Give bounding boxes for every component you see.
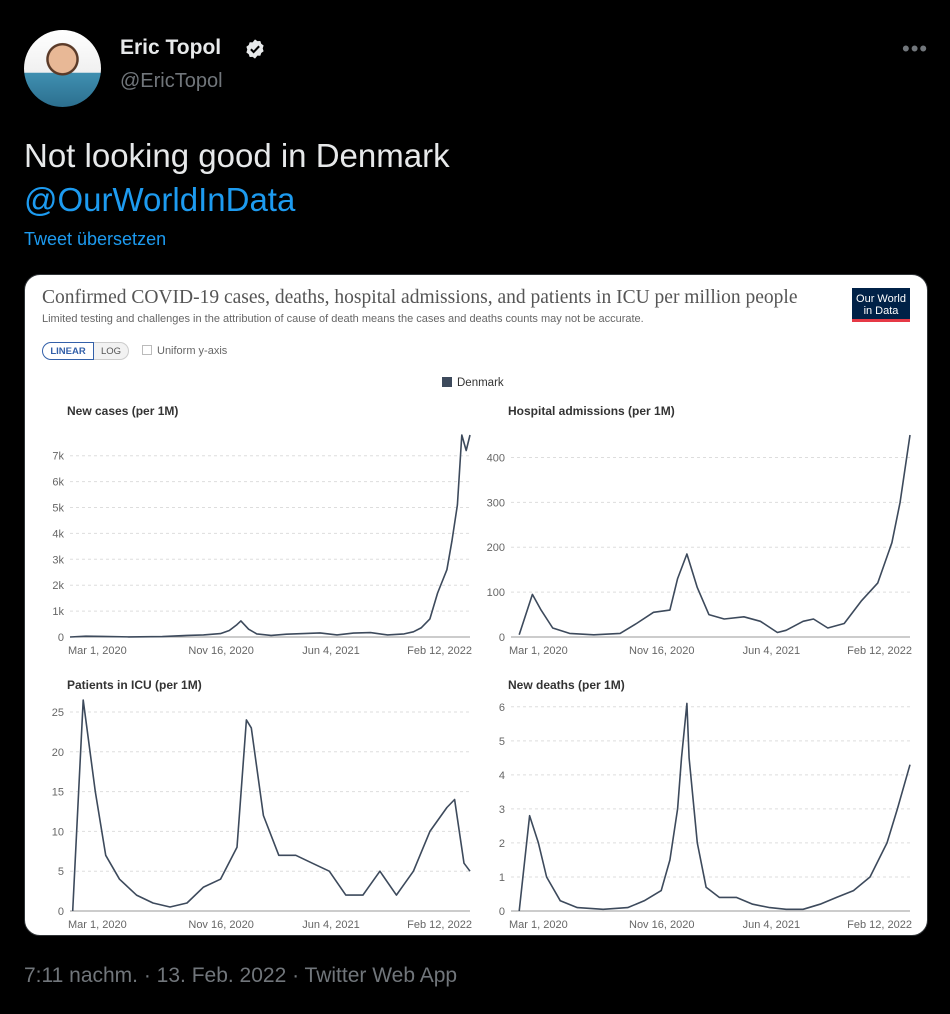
y-tick-label: 25 — [52, 707, 64, 719]
tweet-body: Not looking good in Denmark — [24, 137, 450, 174]
x-tick-label: Jun 4, 2021 — [743, 919, 801, 931]
y-tick-label: 100 — [487, 587, 505, 599]
charts-svg: New cases (per 1M) 0 1k 2k 3k 4k 5k 6k 7k Mar 1, … — [52, 404, 912, 931]
y-tick-label: 400 — [487, 452, 505, 464]
y-tick-label: 300 — [487, 497, 505, 509]
uniform-y-axis-checkbox[interactable]: Uniform y-axis — [142, 345, 227, 357]
y-tick-label: 1k — [52, 606, 64, 618]
y-tick-label: 4k — [52, 528, 64, 540]
y-tick-label: 2k — [52, 580, 64, 592]
y-tick-label: 0 — [499, 632, 505, 644]
checkbox-icon — [142, 345, 152, 355]
chart-title: New cases (per 1M) — [67, 404, 178, 418]
chart-card-subtitle: Limited testing and challenges in the at… — [42, 313, 644, 325]
y-tick-label: 20 — [52, 747, 64, 759]
x-tick-label: Nov 16, 2020 — [188, 919, 253, 931]
mention-link[interactable]: @OurWorldInData — [24, 181, 296, 218]
author-name[interactable]: Eric Topol — [120, 36, 222, 59]
x-tick-label: Feb 12, 2022 — [407, 645, 472, 657]
x-tick-label: Jun 4, 2021 — [743, 645, 801, 657]
y-tick-label: 0 — [58, 906, 64, 918]
x-tick-label: Nov 16, 2020 — [188, 645, 253, 657]
y-tick-label: 5 — [499, 736, 505, 748]
series-line-denmark — [69, 434, 471, 638]
series-line-denmark — [518, 702, 911, 912]
y-tick-label: 1 — [499, 872, 505, 884]
verified-badge-icon — [246, 39, 264, 59]
y-tick-label: 0 — [58, 632, 64, 644]
author-handle[interactable]: @EricTopol — [120, 70, 223, 92]
x-tick-label: Mar 1, 2020 — [68, 645, 127, 657]
y-tick-label: 5 — [58, 866, 64, 878]
avatar[interactable] — [24, 30, 101, 107]
y-tick-label: 7k — [52, 451, 64, 463]
series-line-denmark — [71, 699, 471, 912]
y-tick-label: 5k — [52, 503, 64, 515]
x-tick-label: Nov 16, 2020 — [629, 645, 694, 657]
x-tick-label: Feb 12, 2022 — [847, 645, 912, 657]
legend-swatch — [442, 377, 452, 387]
x-tick-label: Mar 1, 2020 — [509, 919, 568, 931]
y-tick-label: 6 — [499, 702, 505, 714]
y-tick-label: 2 — [499, 838, 505, 850]
chart-title: Patients in ICU (per 1M) — [67, 678, 202, 692]
chart-legend: Denmark — [442, 377, 504, 389]
y-tick-label: 0 — [499, 906, 505, 918]
chart-title: New deaths (per 1M) — [508, 678, 625, 692]
x-tick-label: Mar 1, 2020 — [509, 645, 568, 657]
x-tick-label: Mar 1, 2020 — [68, 919, 127, 931]
y-tick-label: 6k — [52, 477, 64, 489]
log-toggle-button[interactable]: LOG — [94, 342, 129, 360]
y-tick-label: 15 — [52, 787, 64, 799]
owid-logo: Our World in Data — [852, 288, 910, 322]
y-tick-label: 3 — [499, 804, 505, 816]
legend-label: Denmark — [457, 377, 504, 389]
chart-image-card[interactable]: Confirmed COVID-19 cases, deaths, hospit… — [24, 274, 928, 936]
chart-card-title: Confirmed COVID-19 cases, deaths, hospit… — [42, 287, 798, 308]
y-tick-label: 200 — [487, 542, 505, 554]
y-tick-label: 3k — [52, 554, 64, 566]
translate-link[interactable]: Tweet übersetzen — [24, 229, 167, 249]
y-tick-label: 10 — [52, 826, 64, 838]
x-tick-label: Feb 12, 2022 — [407, 919, 472, 931]
chart-title: Hospital admissions (per 1M) — [508, 404, 675, 418]
tweet-text: Not looking good in Denmark @OurWorldInD… — [24, 134, 450, 222]
more-horizontal-icon[interactable]: ••• — [902, 36, 929, 61]
x-tick-label: Jun 4, 2021 — [302, 919, 360, 931]
linear-toggle-button[interactable]: LINEAR — [42, 342, 94, 360]
y-tick-label: 4 — [499, 770, 505, 782]
series-line-denmark — [518, 434, 911, 636]
uniform-y-axis-label: Uniform y-axis — [157, 345, 228, 357]
x-tick-label: Jun 4, 2021 — [302, 645, 360, 657]
tweet-footer: 7:11 nachm. · 13. Feb. 2022 · Twitter We… — [24, 964, 458, 987]
x-tick-label: Nov 16, 2020 — [629, 919, 694, 931]
x-tick-label: Feb 12, 2022 — [847, 919, 912, 931]
